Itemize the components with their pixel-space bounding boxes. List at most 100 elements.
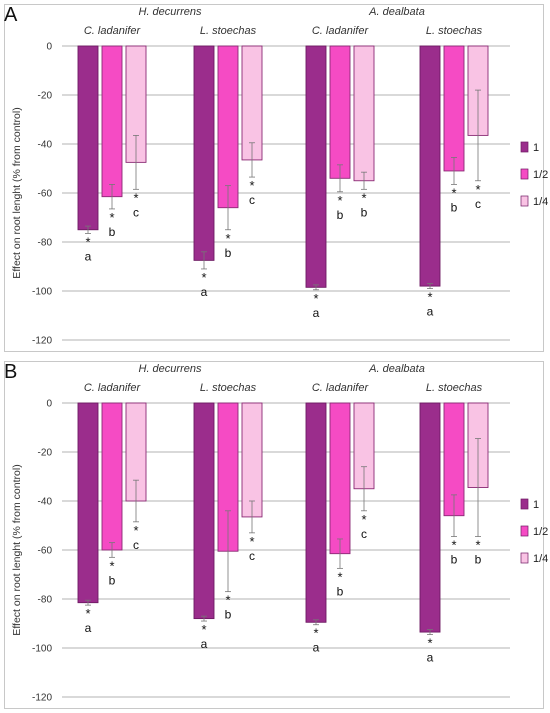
letter-label: c: [133, 538, 139, 552]
letter-label: a: [201, 637, 208, 651]
legend-label: 1/4: [533, 196, 548, 208]
significance-star: *: [85, 234, 90, 249]
bar: [101, 402, 123, 551]
letter-label: c: [249, 193, 255, 207]
letter-label: a: [201, 285, 208, 299]
group-label: H. decurrens: [139, 363, 202, 375]
bar: [193, 45, 215, 261]
legend-swatch: [520, 498, 529, 510]
category-label: C. ladanifer: [312, 25, 370, 37]
panel-b: B 0 -20 -40 -60 -80 -100 -120 Effect on root le…: [0, 357, 550, 713]
bar: [241, 402, 263, 518]
significance-star: *: [361, 512, 366, 527]
significance-star: *: [451, 185, 456, 200]
legend-swatch: [520, 141, 529, 153]
chart-frame: [4, 361, 544, 709]
letter-label: b: [109, 225, 116, 239]
group-label: A. dealbata: [368, 6, 425, 18]
y-tick-label: 0: [46, 399, 52, 410]
panel-letter: B: [4, 361, 18, 383]
bar: [305, 402, 327, 623]
y-tick-label: -120: [32, 336, 52, 347]
category-label: L. stoechas: [200, 382, 257, 394]
legend-swatch: [520, 525, 529, 537]
letter-label: b: [109, 573, 116, 587]
category-label: L. stoechas: [426, 25, 483, 37]
legend-swatch: [520, 195, 529, 207]
letter-label: b: [337, 584, 344, 598]
legend-label: 1: [533, 142, 539, 154]
significance-star: *: [475, 182, 480, 197]
significance-star: *: [361, 190, 366, 205]
bar: [419, 45, 441, 287]
significance-star: *: [225, 593, 230, 608]
letter-label: c: [475, 197, 481, 211]
letter-label: b: [451, 553, 458, 567]
y-tick-label: -80: [38, 238, 53, 249]
letter-label: c: [361, 527, 367, 541]
legend-swatch: [520, 552, 529, 564]
bar: [101, 45, 123, 198]
significance-star: *: [225, 231, 230, 246]
legend-swatch: [520, 168, 529, 180]
significance-star: *: [475, 538, 480, 553]
legend-label: 1/2: [533, 169, 548, 181]
letter-label: a: [313, 641, 320, 655]
bar-chart-a: 0 -20 -40 -60 -80 -100 -120 Effect on root leng…: [11, 6, 548, 347]
significance-star: *: [133, 190, 138, 205]
significance-star: *: [109, 558, 114, 573]
letter-label: b: [361, 205, 368, 219]
bar-chart-b: 0 -20 -40 -60 -80 -100 -120 Effect on root leng…: [11, 363, 548, 704]
letter-label: b: [337, 208, 344, 222]
significance-star: *: [249, 178, 254, 193]
y-tick-label: -60: [38, 546, 53, 557]
bar: [329, 402, 351, 555]
significance-star: *: [201, 270, 206, 285]
significance-star: *: [451, 538, 456, 553]
significance-star: *: [133, 523, 138, 538]
y-tick-label: -80: [38, 595, 53, 606]
group-label: H. decurrens: [139, 6, 202, 18]
significance-star: *: [337, 569, 342, 584]
y-tick-label: -60: [38, 189, 53, 200]
letter-label: b: [225, 246, 232, 260]
letter-label: a: [85, 621, 92, 635]
letter-label: a: [313, 306, 320, 320]
y-axis-label: Effect on root lenght (% from control): [11, 107, 23, 278]
significance-star: *: [313, 626, 318, 641]
panel-letter: A: [4, 4, 18, 26]
category-label: C. ladanifer: [84, 382, 142, 394]
letter-label: a: [85, 249, 92, 263]
significance-star: *: [201, 622, 206, 637]
legend-label: 1/2: [533, 526, 548, 538]
bar: [193, 402, 215, 620]
panel-a: A 0 -20 -40 -60 -80 -100 -120 Effect on root le…: [0, 0, 550, 356]
category-label: L. stoechas: [426, 382, 483, 394]
significance-star: *: [313, 291, 318, 306]
bar: [77, 45, 99, 231]
bar: [77, 402, 99, 604]
y-tick-label: 0: [46, 42, 52, 53]
y-tick-label: -20: [38, 448, 53, 459]
y-tick-label: -120: [32, 693, 52, 704]
bar: [305, 45, 327, 288]
category-label: C. ladanifer: [312, 382, 370, 394]
legend-label: 1/4: [533, 553, 548, 565]
y-tick-label: -100: [32, 287, 52, 298]
letter-label: b: [451, 200, 458, 214]
significance-star: *: [249, 534, 254, 549]
y-tick-label: -100: [32, 644, 52, 655]
bar: [329, 45, 351, 179]
significance-star: *: [337, 193, 342, 208]
bar: [443, 45, 465, 172]
letter-label: a: [427, 651, 434, 665]
chart-frame: [4, 4, 544, 352]
y-tick-label: -20: [38, 91, 53, 102]
y-tick-label: -40: [38, 140, 53, 151]
letter-label: b: [225, 608, 232, 622]
y-tick-label: -40: [38, 497, 53, 508]
bar: [353, 45, 375, 182]
letter-label: c: [133, 205, 139, 219]
category-label: C. ladanifer: [84, 25, 142, 37]
bar: [217, 45, 239, 209]
